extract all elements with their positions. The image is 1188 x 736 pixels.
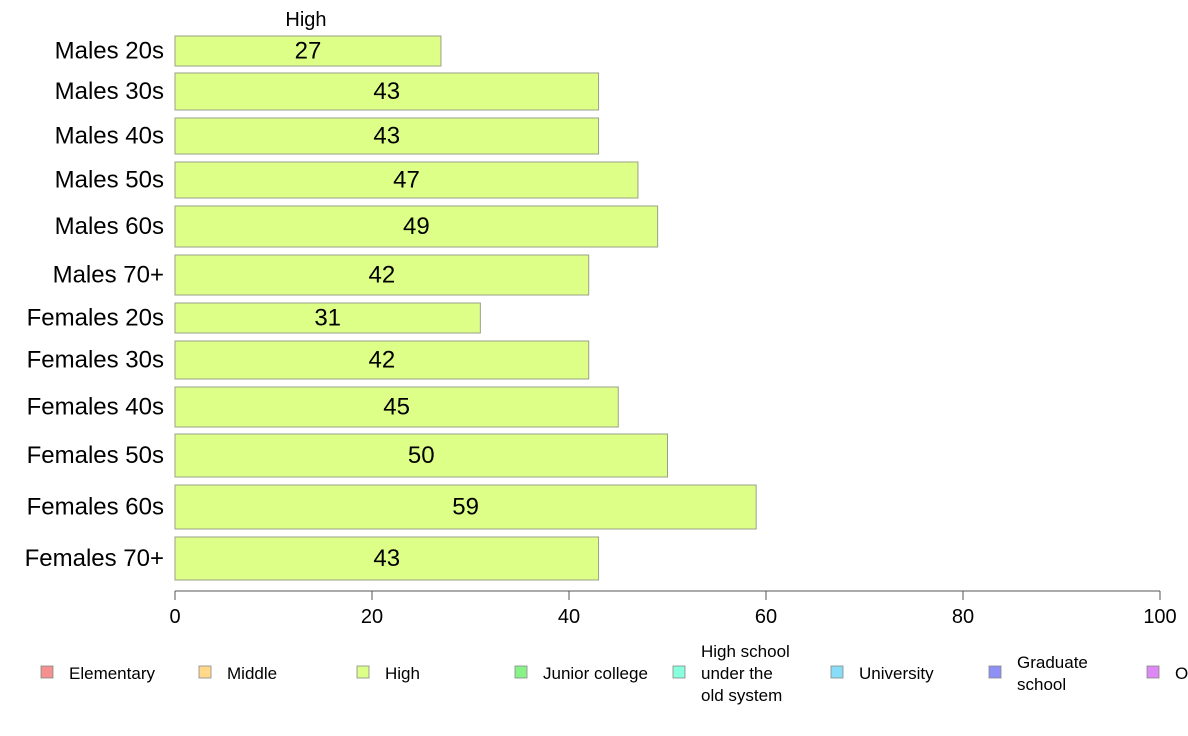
category-label: Females 20s bbox=[27, 305, 164, 332]
category-label: Males 40s bbox=[55, 123, 164, 150]
bar bbox=[174, 386, 619, 428]
legend-label: High school under the old system bbox=[701, 642, 790, 705]
bar bbox=[174, 72, 600, 111]
value-label: 45 bbox=[383, 394, 410, 421]
bar bbox=[174, 205, 659, 248]
x-tick-label: 0 bbox=[169, 606, 180, 628]
value-label: 50 bbox=[408, 442, 435, 469]
legend-swatch bbox=[40, 665, 54, 679]
value-label: 27 bbox=[295, 38, 322, 65]
value-label: 42 bbox=[368, 347, 395, 374]
value-label: 43 bbox=[373, 123, 400, 150]
value-label: 59 bbox=[452, 494, 479, 521]
x-tick-label: 40 bbox=[558, 606, 580, 628]
bar bbox=[174, 302, 481, 334]
bars-layer: Males 20s 27 Males 30s 43 Males 40s 43 Males 5… bbox=[25, 35, 757, 581]
category-label: Females 30s bbox=[27, 347, 164, 374]
x-tick-label: 20 bbox=[361, 606, 383, 628]
legend-label: High bbox=[385, 664, 420, 683]
legend-label: Elementary bbox=[69, 664, 155, 683]
category-label: Females 70+ bbox=[25, 545, 164, 572]
legend-label: Middle bbox=[227, 664, 277, 683]
category-label: Males 50s bbox=[55, 167, 164, 194]
category-label: Females 40s bbox=[27, 394, 164, 421]
legend: Elementary Middle High Junior college High s… bbox=[40, 642, 1188, 705]
value-label: 47 bbox=[393, 167, 420, 194]
value-label: 42 bbox=[368, 262, 395, 289]
value-label: 31 bbox=[314, 305, 341, 332]
category-label: Males 60s bbox=[55, 213, 164, 240]
category-label: Males 30s bbox=[55, 78, 164, 105]
legend-swatch bbox=[514, 665, 528, 679]
legend-swatch bbox=[988, 665, 1002, 679]
x-tick-label: 80 bbox=[952, 606, 974, 628]
bar bbox=[174, 340, 590, 380]
bar bbox=[174, 161, 639, 199]
legend-swatch bbox=[830, 665, 844, 679]
legend-label: University bbox=[859, 664, 934, 683]
x-tick-label: 60 bbox=[755, 606, 777, 628]
category-label: Males 20s bbox=[55, 38, 164, 65]
bar bbox=[174, 433, 668, 478]
value-label: 49 bbox=[403, 213, 430, 240]
bar bbox=[174, 254, 590, 296]
category-label: Males 70+ bbox=[53, 262, 164, 289]
bar bbox=[174, 536, 600, 581]
bar bbox=[174, 35, 442, 67]
value-label: 43 bbox=[373, 78, 400, 105]
legend-swatch bbox=[1146, 665, 1160, 679]
legend-swatch bbox=[672, 665, 686, 679]
category-label: Females 50s bbox=[27, 442, 164, 469]
bar bbox=[174, 117, 600, 155]
legend-swatch bbox=[356, 665, 370, 679]
x-tick-label: 100 bbox=[1143, 606, 1176, 628]
legend-label: Graduate school bbox=[1017, 653, 1088, 694]
x-axis: 0 20 40 60 80 100 bbox=[169, 590, 1177, 628]
series-title: High bbox=[285, 9, 326, 31]
legend-label: Junior college bbox=[543, 664, 648, 683]
bar bbox=[174, 484, 757, 530]
category-label: Females 60s bbox=[27, 494, 164, 521]
value-label: 43 bbox=[373, 545, 400, 572]
legend-swatch bbox=[198, 665, 212, 679]
legend-label: O bbox=[1175, 664, 1188, 683]
